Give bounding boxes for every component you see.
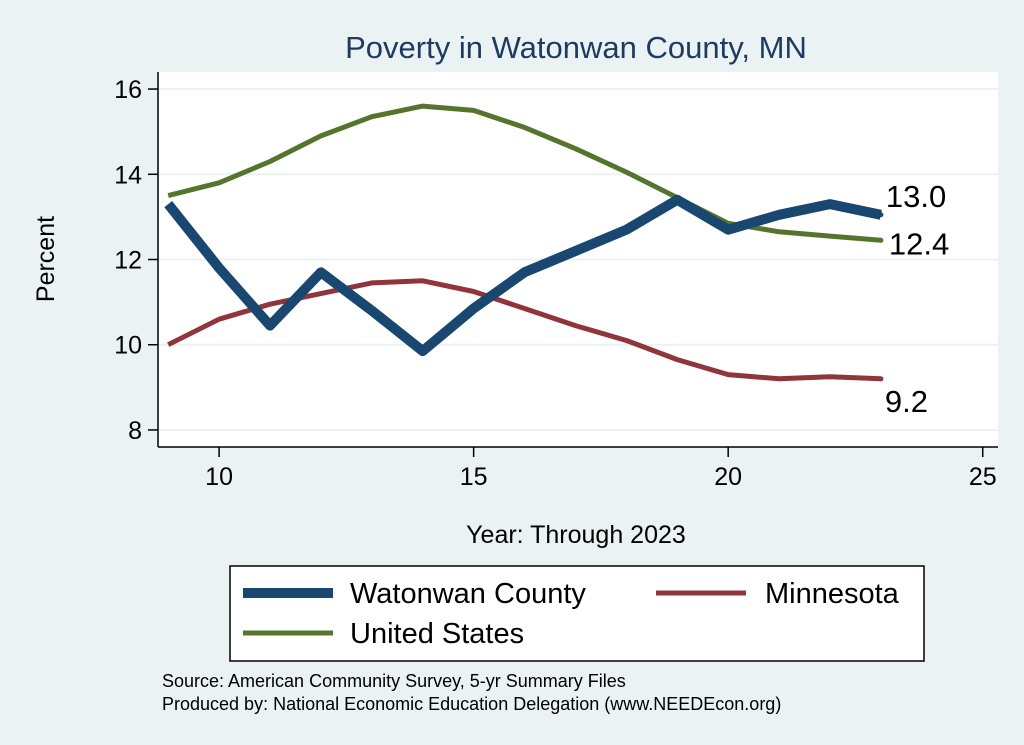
y-axis-title: Percent xyxy=(32,216,60,302)
y-tick-label-14: 14 xyxy=(114,161,142,189)
source-note: Source: American Community Survey, 5-yr … xyxy=(162,671,626,691)
y-tick-label-8: 8 xyxy=(128,417,142,445)
x-tick-label-25: 25 xyxy=(969,463,997,491)
end-label-united-states: 12.4 xyxy=(889,226,949,261)
end-label-watonwan-county: 13.0 xyxy=(886,179,946,214)
end-point-united-states xyxy=(878,237,884,243)
end-point-minnesota xyxy=(878,376,884,382)
x-tick-label-10: 10 xyxy=(205,463,233,491)
legend-label-united-states: United States xyxy=(350,618,524,650)
series-line-united-states xyxy=(167,103,882,243)
y-tick-label-10: 10 xyxy=(114,332,142,360)
produced-note: Produced by: National Economic Education… xyxy=(162,694,781,714)
end-labels: 13.0 9.2 12.4 xyxy=(878,179,949,419)
legend-label-minnesota: Minnesota xyxy=(765,578,900,610)
y-tick-label-16: 16 xyxy=(114,76,142,104)
legend-label-watonwan: Watonwan County xyxy=(350,578,586,610)
x-tick-label-15: 15 xyxy=(460,463,488,491)
series-layer xyxy=(164,103,882,382)
gridlines xyxy=(158,88,998,431)
x-tick-label-20: 20 xyxy=(714,463,742,491)
ticks: 8 10 12 14 16 10 15 20 25 xyxy=(114,76,996,491)
legend: Watonwan County Minnesota United States xyxy=(229,565,925,662)
end-point-watonwan-county xyxy=(878,212,884,218)
series-line-watonwan-county xyxy=(164,194,882,357)
y-tick-label-12: 12 xyxy=(114,247,142,275)
legend-box xyxy=(229,565,925,662)
chart-title: Poverty in Watonwan County, MN xyxy=(345,30,807,65)
end-label-minnesota: 9.2 xyxy=(885,384,928,419)
x-axis-title: Year: Through 2023 xyxy=(466,521,686,549)
